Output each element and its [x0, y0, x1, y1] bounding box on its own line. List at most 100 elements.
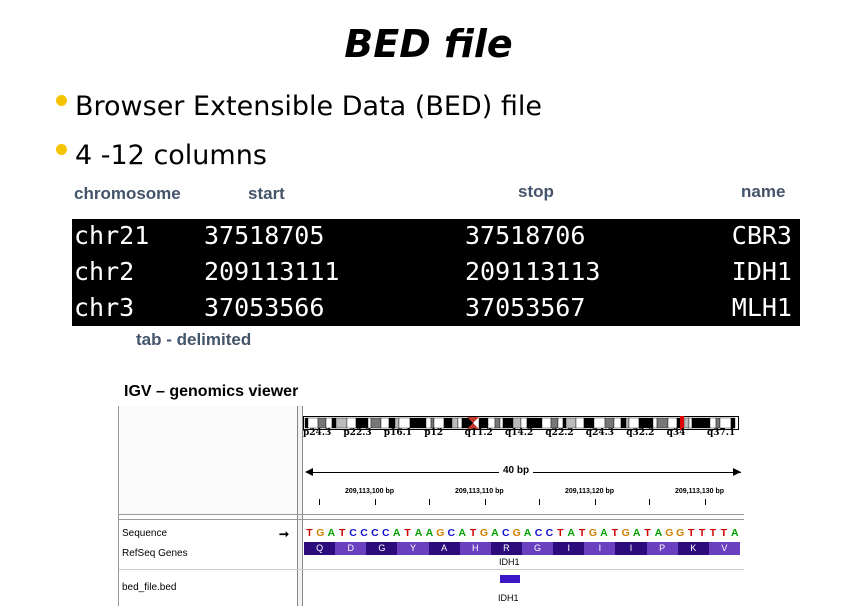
- cytoband: [667, 417, 678, 429]
- cytoband: [562, 417, 567, 429]
- bullet-1: Browser Extensible Data (BED) file: [56, 91, 542, 122]
- cytoband: [457, 417, 463, 429]
- bed-stop: 37518706: [465, 221, 586, 250]
- ruler-span-label: 40 bp: [499, 465, 534, 476]
- cytoband: [709, 417, 717, 429]
- amino-acid: Q: [304, 542, 336, 555]
- cytoband: [719, 417, 732, 429]
- cytoband-label: q11.2: [464, 428, 493, 438]
- cytoband: [593, 417, 606, 429]
- amino-acid: D: [335, 542, 367, 555]
- cytoband: [565, 417, 577, 429]
- ruler-tick-label: 209,113,110 bp: [455, 488, 504, 495]
- cytoband: [331, 417, 337, 429]
- cytoband: [398, 417, 411, 429]
- bullet-dot-icon: [56, 95, 67, 106]
- bed-table: chr21 37518705 37518706 CBR3 chr2 209113…: [72, 219, 800, 326]
- base: G: [316, 527, 325, 539]
- cytoband: [589, 417, 595, 429]
- bed-start: 209113111: [204, 257, 340, 286]
- base: G: [665, 527, 674, 539]
- cytoband: [530, 417, 543, 429]
- cytoband-label: q24.3: [585, 428, 615, 438]
- cytoband: [380, 417, 390, 429]
- cytoband: [625, 417, 630, 429]
- base: C: [534, 527, 543, 539]
- cytoband: [461, 417, 474, 429]
- divider: [119, 569, 744, 570]
- igv-name-panel-header: [119, 406, 297, 514]
- cytoband: [583, 417, 591, 429]
- cytoband-label: q34: [666, 428, 686, 438]
- cytoband: [394, 417, 400, 429]
- cytoband: [730, 417, 736, 429]
- cytoband: [620, 417, 627, 429]
- amino-acid: I: [584, 542, 616, 555]
- track-name-refseq[interactable]: RefSeq Genes: [122, 548, 188, 559]
- cytoband: [494, 417, 501, 429]
- arrow-right-icon: [733, 468, 741, 476]
- igv-caption: IGV – genomics viewer: [124, 383, 299, 400]
- table-row: chr21 37518705 37518706 CBR3: [72, 219, 800, 255]
- cytoband-label: p24.3: [303, 428, 332, 438]
- base: T: [687, 527, 695, 539]
- cytoband: [638, 417, 648, 429]
- bed-start: 37053566: [204, 293, 325, 322]
- base: G: [512, 527, 521, 539]
- cytoband-label: q14.2: [505, 428, 534, 438]
- table-row: chr3 37053566 37053567 MLH1: [72, 291, 800, 327]
- base: A: [632, 527, 641, 539]
- amino-acid: R: [490, 542, 522, 555]
- ruler-tick-label: 209,113,130 bp: [675, 488, 725, 495]
- tab-delimited-note: tab - delimited: [136, 330, 252, 349]
- cytoband: [487, 417, 496, 429]
- cytoband-label: p22.3: [343, 428, 372, 438]
- igv-panel-divider[interactable]: [297, 406, 303, 606]
- arrow-left-icon: [305, 468, 313, 476]
- base: T: [578, 527, 586, 539]
- ruler-minor-tick: [539, 499, 540, 505]
- cytoband: [604, 417, 615, 429]
- track-name-sequence[interactable]: Sequence: [122, 528, 168, 539]
- base: A: [458, 527, 466, 539]
- base: T: [338, 527, 346, 539]
- base: C: [371, 527, 379, 539]
- cytoband: [628, 417, 640, 429]
- chromosome-ideogram[interactable]: [303, 416, 739, 430]
- gene-name-label: IDH1: [499, 557, 520, 567]
- column-label-name: name: [741, 182, 786, 201]
- cytoband: [652, 417, 658, 429]
- cytoband: [317, 417, 327, 429]
- base: G: [588, 527, 598, 539]
- track-name-bed[interactable]: bed_file.bed: [122, 582, 177, 593]
- cytoband: [370, 417, 382, 429]
- base: T: [698, 527, 706, 539]
- igv-screenshot: p24.3 p22.3 p16.1 p12 q11.2 q14.2 q22.2 q24.3 q3…: [118, 406, 744, 606]
- bed-feature[interactable]: [500, 575, 520, 583]
- cytoband: [541, 417, 552, 429]
- cytoband: [656, 417, 669, 429]
- amino-acid: H: [459, 542, 491, 555]
- base: C: [545, 527, 554, 539]
- cytoband: [499, 417, 504, 429]
- bed-stop: 209113113: [465, 257, 601, 286]
- cytoband: [355, 417, 364, 429]
- cytoband: [526, 417, 532, 429]
- strand-arrow-icon[interactable]: ➞: [279, 527, 290, 541]
- base: G: [479, 527, 489, 539]
- base: T: [557, 527, 564, 539]
- base: A: [327, 527, 336, 539]
- table-row: chr2 209113111 209113113 IDH1: [72, 255, 800, 291]
- cytoband-label: q32.2: [626, 428, 655, 438]
- column-label-stop: stop: [518, 182, 554, 201]
- bed-chrom: chr21: [74, 221, 150, 250]
- cytoband-label: q22.2: [545, 428, 574, 438]
- bed-feature-label: IDH1: [498, 593, 519, 603]
- cytoband: [550, 417, 559, 429]
- base: G: [621, 527, 630, 539]
- base: T: [644, 527, 651, 539]
- cytoband: [520, 417, 528, 429]
- cytoband: [325, 417, 333, 429]
- cytoband: [688, 417, 693, 429]
